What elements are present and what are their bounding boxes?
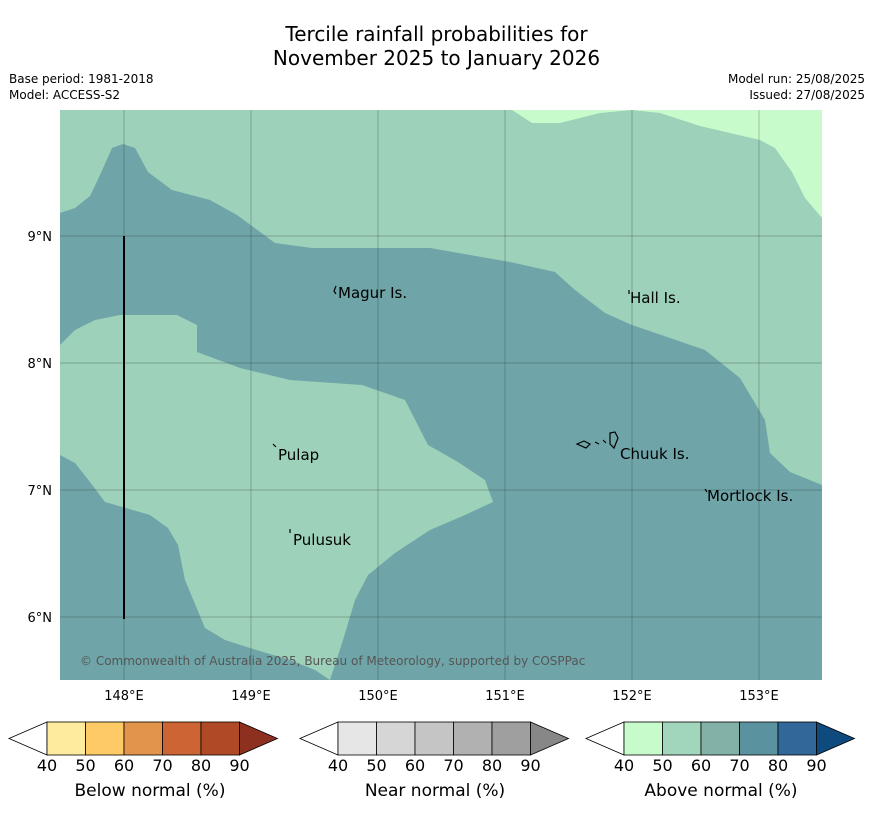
run-info: Model run: 25/08/2025 Issued: 27/08/2025 xyxy=(728,71,865,103)
lat-tick-label: 8°N xyxy=(28,357,53,372)
colorbar-tick-label: 60 xyxy=(405,756,425,775)
colorbar-tick-label: 70 xyxy=(729,756,749,775)
colorbar-segment xyxy=(700,721,740,756)
lat-tick-label: 9°N xyxy=(28,230,53,245)
colorbar-label-near: Near normal (%) xyxy=(364,781,506,801)
colorbar-segment xyxy=(123,721,163,756)
place-label: Pulusuk xyxy=(293,531,351,549)
colorbar-tick-label: 40 xyxy=(614,756,634,775)
colorbar-tick-label: 80 xyxy=(482,756,502,775)
issued-date: Issued: 27/08/2025 xyxy=(749,88,865,102)
colorbar-upper-extend xyxy=(816,721,856,756)
colorbar-lower-extend xyxy=(584,721,625,756)
island-markers xyxy=(272,285,708,533)
colorbar-2: 40 50 60 70 80 90 xyxy=(584,721,856,775)
colorbar-tick-label: 50 xyxy=(652,756,672,775)
colorbar-tick-label: 40 xyxy=(37,756,57,775)
colorbar-label-above: Above normal (%) xyxy=(644,781,798,801)
colorbar-tick-label: 40 xyxy=(328,756,348,775)
colorbar-tick-label: 60 xyxy=(691,756,711,775)
colorbar-tick-label: 70 xyxy=(152,756,172,775)
colorbar-0: 40 50 60 70 80 90 xyxy=(7,721,279,775)
lat-tick-label: 6°N xyxy=(28,611,53,626)
colorbar-segment xyxy=(662,721,702,756)
gridlines xyxy=(60,110,822,680)
colorbar-upper-extend xyxy=(239,721,279,756)
colorbar-upper-extend xyxy=(530,721,570,756)
copyright-notice: © Commonwealth of Australia 2025, Bureau… xyxy=(80,654,585,668)
colorbar-tick-label: 90 xyxy=(520,756,540,775)
colorbar-tick-label: 70 xyxy=(443,756,463,775)
colorbar-segment xyxy=(376,721,416,756)
model-info: Base period: 1981-2018 Model: ACCESS-S2 xyxy=(9,71,154,103)
place-label: Hall Is. xyxy=(630,289,681,307)
colorbar-segment xyxy=(46,721,86,756)
colorbar-segment xyxy=(337,721,377,756)
colorbar-tick-label: 90 xyxy=(806,756,826,775)
place-label: Magur Is. xyxy=(338,284,407,302)
colorbar-tick-label: 90 xyxy=(229,756,249,775)
colorbar-lower-extend xyxy=(298,721,339,756)
model-run-date: Model run: 25/08/2025 xyxy=(727,72,865,86)
colorbar-segment xyxy=(739,721,779,756)
colorbar-tick-label: 50 xyxy=(75,756,95,775)
lon-tick-label: 151°E xyxy=(485,689,525,704)
colorbar-tick-label: 50 xyxy=(366,756,386,775)
colorbar-segment xyxy=(777,721,817,756)
colorbar-lower-extend xyxy=(7,721,48,756)
colorbar-tick-label: 80 xyxy=(191,756,211,775)
title-line-2: November 2025 to January 2026 xyxy=(272,46,601,70)
base-period: Base period: 1981-2018 xyxy=(9,72,154,86)
title-line-1: Tercile rainfall probabilities for xyxy=(285,22,588,46)
colorbar-segment xyxy=(162,721,202,756)
region-above-60-70 xyxy=(60,144,822,680)
colorbar-label-below: Below normal (%) xyxy=(74,781,226,801)
lon-tick-label: 149°E xyxy=(231,689,271,704)
colorbar-tick-label: 80 xyxy=(768,756,788,775)
lon-tick-label: 153°E xyxy=(739,689,779,704)
region-above-60-70-southwest xyxy=(60,455,330,680)
colorbar-segment xyxy=(414,721,454,756)
colorbar-1: 40 50 60 70 80 90 xyxy=(298,721,570,775)
lat-tick-label: 7°N xyxy=(28,484,53,499)
place-label: Pulap xyxy=(278,446,319,464)
colorbar-segment xyxy=(623,721,663,756)
colorbar-segment xyxy=(200,721,240,756)
lon-tick-label: 152°E xyxy=(612,689,652,704)
region-above-40-50 xyxy=(512,110,822,218)
map-title: Tercile rainfall probabilities for Novem… xyxy=(0,22,873,70)
colorbar-segment xyxy=(85,721,125,756)
place-label: Mortlock Is. xyxy=(707,487,793,505)
place-label: Chuuk Is. xyxy=(620,445,689,463)
colorbar-tick-label: 60 xyxy=(114,756,134,775)
lon-tick-label: 150°E xyxy=(358,689,398,704)
colorbar-segment xyxy=(453,721,493,756)
model-name: Model: ACCESS-S2 xyxy=(9,88,121,102)
lon-tick-label: 148°E xyxy=(104,689,144,704)
colorbar-segment xyxy=(491,721,531,756)
